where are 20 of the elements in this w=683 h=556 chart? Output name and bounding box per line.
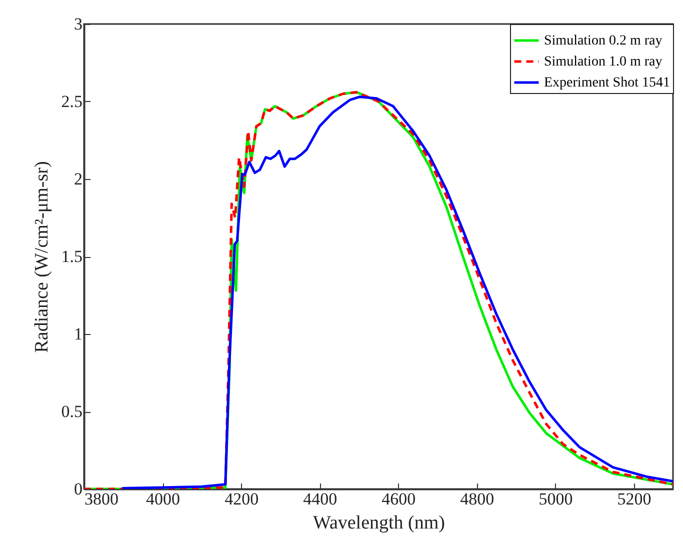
- x-tick-label: 3800: [84, 490, 118, 508]
- y-tick-label: 1.5: [61, 247, 82, 266]
- y-tick-label: 0: [74, 480, 82, 498]
- legend-label: Simulation 1.0 m ray: [544, 54, 662, 70]
- x-tick-label: 4200: [224, 490, 259, 508]
- y-tick-label: 3: [74, 14, 82, 34]
- x-tick-label: 4000: [146, 490, 180, 508]
- y-tick-label: 1: [74, 324, 82, 344]
- x-axis-title: Wavelength (nm): [313, 512, 445, 534]
- x-tick-label: 5200: [617, 490, 652, 508]
- y-tick-label: 2: [74, 170, 82, 188]
- x-tick-label: 4400: [303, 490, 338, 508]
- y-tick-label: 2.5: [61, 92, 82, 111]
- x-tick-label: 4800: [460, 490, 494, 508]
- legend-label: Simulation 0.2 m ray: [544, 34, 662, 48]
- x-tick-label: 4600: [382, 490, 416, 508]
- legend-label: Experiment Shot 1541: [544, 76, 670, 90]
- x-tick-label: 5000: [538, 490, 573, 508]
- y-axis-title: Radiance (W/cm²-μm-sr): [31, 161, 52, 353]
- y-tick-label: 0.5: [61, 402, 82, 421]
